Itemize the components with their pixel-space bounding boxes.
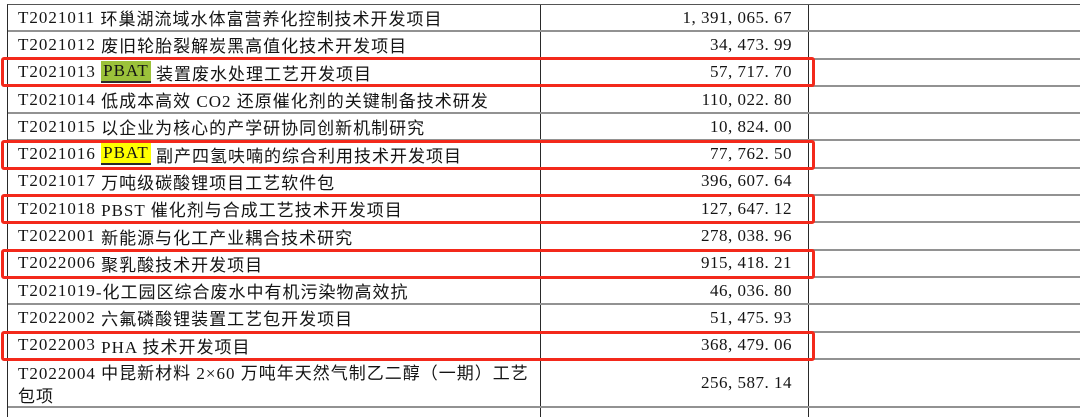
- project-code: T2021014: [18, 89, 96, 109]
- project-cell: T2021016 PBAT 副产四氢呋喃的综合利用技术开发项目: [8, 141, 541, 167]
- project-code: T2021013: [18, 62, 102, 82]
- blank-cell: [809, 87, 1080, 112]
- project-code: T2022001: [18, 226, 96, 246]
- project-title: 中昆新材料 2×60 万吨年天然气制乙二醇（一期）工艺包项: [18, 363, 529, 406]
- project-code: T2021016: [18, 144, 102, 164]
- project-code: T2021019: [18, 280, 96, 300]
- table-row: T2021012 废旧轮胎裂解炭黑高值化技术开发项目 34, 473. 99: [8, 32, 1080, 60]
- project-amount-table: T2021011 环巢湖流域水体富营养化控制技术开发项目 1, 391, 065…: [7, 4, 1080, 417]
- amount-cell: 278, 038. 96: [541, 223, 809, 249]
- project-cell: T2021013 PBAT 装置废水处理工艺开发项目: [8, 59, 541, 85]
- table-row: T2021019 -化工园区综合废水中有机污染物高效抗 46, 036. 80: [8, 277, 1080, 306]
- table-row: T2021016 PBAT 副产四氢呋喃的综合利用技术开发项目 77, 762.…: [8, 141, 1080, 169]
- blank-cell: [809, 60, 1080, 85]
- table-row: T2022003 PHA 技术开发项目 368, 479. 06: [8, 332, 1080, 360]
- project-cell: T2022004 中昆新材料 2×60 万吨年天然气制乙二醇（一期）工艺包项: [8, 359, 541, 407]
- blank-cell: [809, 305, 1080, 330]
- project-code: T2022006: [18, 253, 96, 273]
- table-row: T2021018 PBST 催化剂与合成工艺技术开发项目 127, 647. 1…: [8, 196, 1080, 224]
- project-code: T2022002: [18, 307, 96, 327]
- project-cell: T2021012 废旧轮胎裂解炭黑高值化技术开发项目: [8, 32, 541, 58]
- project-cell: T2022002 六氟磷酸锂装置工艺包开发项目: [8, 305, 541, 331]
- project-title: 低成本高效 CO2 还原催化剂的关键制备技术研发: [95, 92, 489, 112]
- amount-cell: 46, 036. 80: [541, 277, 809, 304]
- blank-cell: [809, 114, 1080, 139]
- blank-cell: [809, 141, 1080, 166]
- project-title: 以企业为核心的产学研协同创新机制研究: [95, 119, 426, 139]
- project-cell: T2022006 聚乳酸技术开发项目: [8, 250, 541, 276]
- project-title: PHA 技术开发项目: [95, 337, 251, 357]
- project-code: T2021017: [18, 171, 96, 191]
- project-cell: T2021017 万吨级碳酸锂项目工艺软件包: [8, 168, 541, 195]
- amount-cell: [541, 408, 809, 417]
- amount-cell: 51, 475. 93: [541, 305, 809, 331]
- project-title: PBST 催化剂与合成工艺技术开发项目: [95, 201, 403, 221]
- blank-cell: [809, 278, 1080, 303]
- blank-cell: [809, 5, 1080, 30]
- amount-cell: 57, 717. 70: [541, 59, 809, 85]
- project-code: T2021018: [18, 198, 96, 218]
- amount-cell: 915, 418. 21: [541, 250, 809, 276]
- amount-cell: 110, 022. 80: [541, 86, 809, 113]
- amount-cell: 34, 473. 99: [541, 32, 809, 58]
- project-title: 副产四氢呋喃的综合利用技术开发项目: [150, 146, 462, 166]
- amount-cell: 396, 607. 64: [541, 168, 809, 195]
- blank-cell: [809, 408, 1080, 417]
- blank-cell: [809, 251, 1080, 276]
- project-title: 废旧轮胎裂解炭黑高值化技术开发项目: [95, 37, 408, 57]
- table-row: T2021013 PBAT 装置废水处理工艺开发项目 57, 717. 70: [8, 59, 1080, 87]
- amount-cell: 10, 824. 00: [541, 114, 809, 140]
- project-code: T2022004: [18, 363, 96, 383]
- blank-cell: [809, 223, 1080, 248]
- blank-cell: [809, 333, 1080, 358]
- blank-cell: [809, 32, 1080, 57]
- amount-cell: 127, 647. 12: [541, 196, 809, 222]
- table-row: T2022002 六氟磷酸锂装置工艺包开发项目 51, 475. 93: [8, 305, 1080, 333]
- project-cell: T2021019 -化工园区综合废水中有机污染物高效抗: [8, 277, 541, 304]
- table-row: T2022001 新能源与化工产业耦合技术研究 278, 038. 96: [8, 223, 1080, 251]
- table-row: T2022004 中昆新材料 2×60 万吨年天然气制乙二醇（一期）工艺包项 2…: [8, 359, 1080, 409]
- project-code: T2021015: [18, 116, 96, 136]
- project-cell: T2022001 新能源与化工产业耦合技术研究: [8, 223, 541, 249]
- project-title: -化工园区综合废水中有机污染物高效抗: [95, 283, 409, 303]
- amount-cell: 256, 587. 14: [541, 359, 809, 407]
- project-title: 环巢湖流域水体富营养化控制技术开发项目: [95, 10, 443, 30]
- amount-cell: 77, 762. 50: [541, 141, 809, 167]
- project-title: 万吨级碳酸锂项目工艺软件包: [95, 173, 336, 193]
- project-code: T2022003: [18, 335, 96, 355]
- blank-cell: [809, 196, 1080, 221]
- project-cell: T2022003 PHA 技术开发项目: [8, 332, 541, 358]
- table-row: T2021015 以企业为核心的产学研协同创新机制研究 10, 824. 00: [8, 114, 1080, 142]
- project-title: 六氟磷酸锂装置工艺包开发项目: [95, 310, 354, 330]
- table-row: T2021011 环巢湖流域水体富营养化控制技术开发项目 1, 391, 065…: [8, 5, 1080, 33]
- table-row: T2021014 低成本高效 CO2 还原催化剂的关键制备技术研发 110, 0…: [8, 86, 1080, 115]
- project-cell: T2021014 低成本高效 CO2 还原催化剂的关键制备技术研发: [8, 86, 541, 113]
- project-cell: T2021015 以企业为核心的产学研协同创新机制研究: [8, 114, 541, 140]
- amount-cell: 368, 479. 06: [541, 332, 809, 358]
- project-title: 聚乳酸技术开发项目: [95, 255, 264, 275]
- project-title: 新能源与化工产业耦合技术研究: [95, 228, 354, 248]
- project-title: 装置废水处理工艺开发项目: [150, 64, 372, 84]
- highlight-pbat-yellow: PBAT: [101, 143, 151, 166]
- table-row: T2021017 万吨级碳酸锂项目工艺软件包 396, 607. 64: [8, 168, 1080, 197]
- table-row-cutoff: [8, 408, 1080, 417]
- project-cell: T2021011 环巢湖流域水体富营养化控制技术开发项目: [8, 5, 541, 31]
- project-code: T2021011: [18, 7, 96, 27]
- project-cell: [8, 408, 541, 417]
- table-row: T2022006 聚乳酸技术开发项目 915, 418. 21: [8, 250, 1080, 278]
- highlight-pbat-green: PBAT: [101, 61, 151, 84]
- project-code: T2021012: [18, 34, 96, 54]
- blank-cell: [809, 169, 1080, 194]
- amount-cell: 1, 391, 065. 67: [541, 5, 809, 31]
- project-cell: T2021018 PBST 催化剂与合成工艺技术开发项目: [8, 196, 541, 222]
- blank-cell: [809, 360, 1080, 407]
